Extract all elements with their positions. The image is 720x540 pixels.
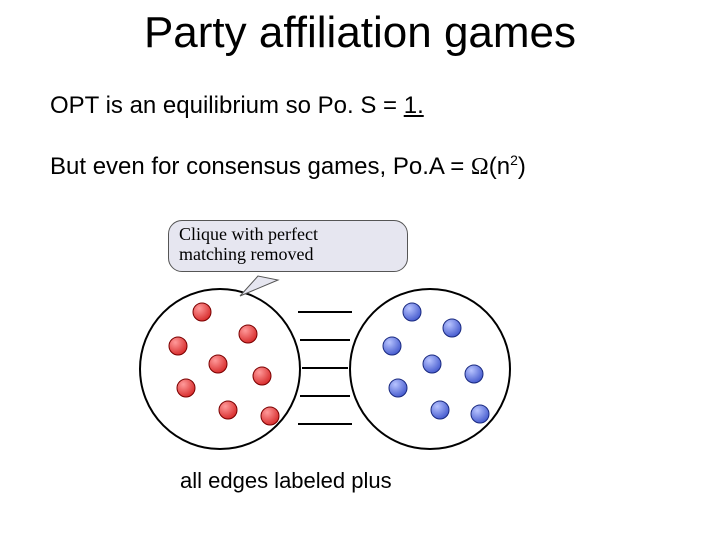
red-node — [209, 355, 227, 373]
line2-prefix: But even for consensus games, Po.A = — [50, 153, 471, 180]
omega-symbol: Ω — [471, 154, 489, 180]
blue-node — [383, 337, 401, 355]
text-line-2: But even for consensus games, Po.A = Ω(n… — [50, 152, 526, 181]
line1-prefix: OPT is an equilibrium so Po. S = — [50, 92, 404, 119]
red-node — [239, 325, 257, 343]
callout-box: Clique with perfect matching removed — [168, 220, 408, 272]
blue-node — [471, 405, 489, 423]
blue-node — [465, 365, 483, 383]
red-node — [261, 407, 279, 425]
red-node — [253, 367, 271, 385]
blue-node — [423, 355, 441, 373]
red-node — [219, 401, 237, 419]
blue-node — [443, 319, 461, 337]
callout-line-1: Clique with perfect — [179, 224, 318, 244]
blue-node — [389, 379, 407, 397]
red-node — [169, 337, 187, 355]
line1-value: 1. — [404, 92, 424, 119]
red-node — [177, 379, 195, 397]
graph-diagram — [130, 284, 530, 454]
red-node — [193, 303, 211, 321]
slide-title: Party affiliation games — [0, 8, 720, 58]
callout-line-2: matching removed — [179, 244, 313, 264]
diagram-caption: all edges labeled plus — [180, 468, 392, 494]
line2-open: (n — [489, 153, 510, 180]
line2-close: ) — [518, 153, 526, 180]
blue-node — [431, 401, 449, 419]
blue-node — [403, 303, 421, 321]
text-line-1: OPT is an equilibrium so Po. S = 1. — [50, 92, 424, 120]
line2-exp: 2 — [510, 152, 518, 168]
